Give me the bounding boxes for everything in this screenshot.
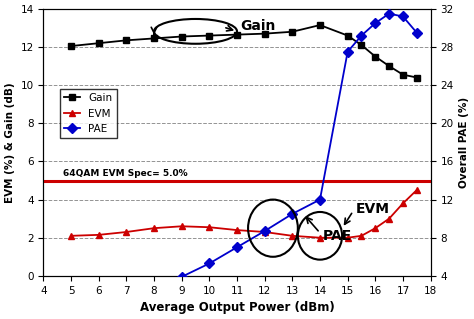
EVM (386, 217, 392, 220)
PAE (262, 229, 267, 233)
X-axis label: Average Output Power (dBm): Average Output Power (dBm) (140, 301, 334, 314)
Gain (414, 76, 419, 79)
Gain (262, 32, 267, 35)
Gain (124, 38, 129, 42)
Text: PAE: PAE (323, 229, 352, 243)
Gain (96, 41, 101, 45)
Text: 64QAM EVM Spec= 5.0%: 64QAM EVM Spec= 5.0% (63, 169, 187, 178)
PAE (207, 262, 212, 265)
Line: PAE: PAE (68, 10, 420, 315)
PAE (317, 198, 323, 202)
Line: EVM: EVM (68, 187, 420, 241)
PAE (345, 50, 350, 54)
EVM (234, 228, 240, 232)
Gain (317, 23, 323, 27)
PAE (68, 309, 74, 313)
Line: Gain: Gain (68, 22, 420, 81)
EVM (179, 224, 184, 228)
EVM (290, 234, 295, 238)
Gain (359, 43, 365, 47)
EVM (317, 236, 323, 240)
Gain (207, 33, 212, 37)
PAE (400, 15, 406, 19)
PAE (179, 275, 184, 279)
PAE (151, 287, 157, 291)
Gain (179, 34, 184, 38)
Text: EVM: EVM (356, 202, 390, 216)
Legend: Gain, EVM, PAE: Gain, EVM, PAE (60, 89, 117, 138)
EVM (207, 225, 212, 229)
PAE (359, 33, 365, 37)
PAE (124, 295, 129, 299)
EVM (359, 234, 365, 238)
PAE (414, 31, 419, 35)
EVM (400, 202, 406, 205)
Text: Gain: Gain (240, 19, 275, 33)
Y-axis label: Overall PAE (%): Overall PAE (%) (459, 97, 469, 188)
Gain (234, 33, 240, 36)
Gain (151, 36, 157, 40)
EVM (345, 236, 350, 240)
Gain (68, 44, 74, 48)
PAE (386, 12, 392, 16)
Gain (345, 33, 350, 37)
EVM (124, 230, 129, 234)
PAE (373, 21, 378, 25)
PAE (234, 245, 240, 249)
Gain (400, 73, 406, 77)
PAE (96, 302, 101, 306)
Gain (373, 55, 378, 58)
PAE (290, 212, 295, 216)
EVM (68, 234, 74, 238)
EVM (96, 233, 101, 237)
Gain (386, 64, 392, 68)
EVM (262, 230, 267, 234)
EVM (373, 226, 378, 230)
EVM (151, 226, 157, 230)
Y-axis label: EVM (%) & Gain (dB): EVM (%) & Gain (dB) (5, 82, 15, 203)
Gain (290, 30, 295, 34)
EVM (414, 188, 419, 192)
